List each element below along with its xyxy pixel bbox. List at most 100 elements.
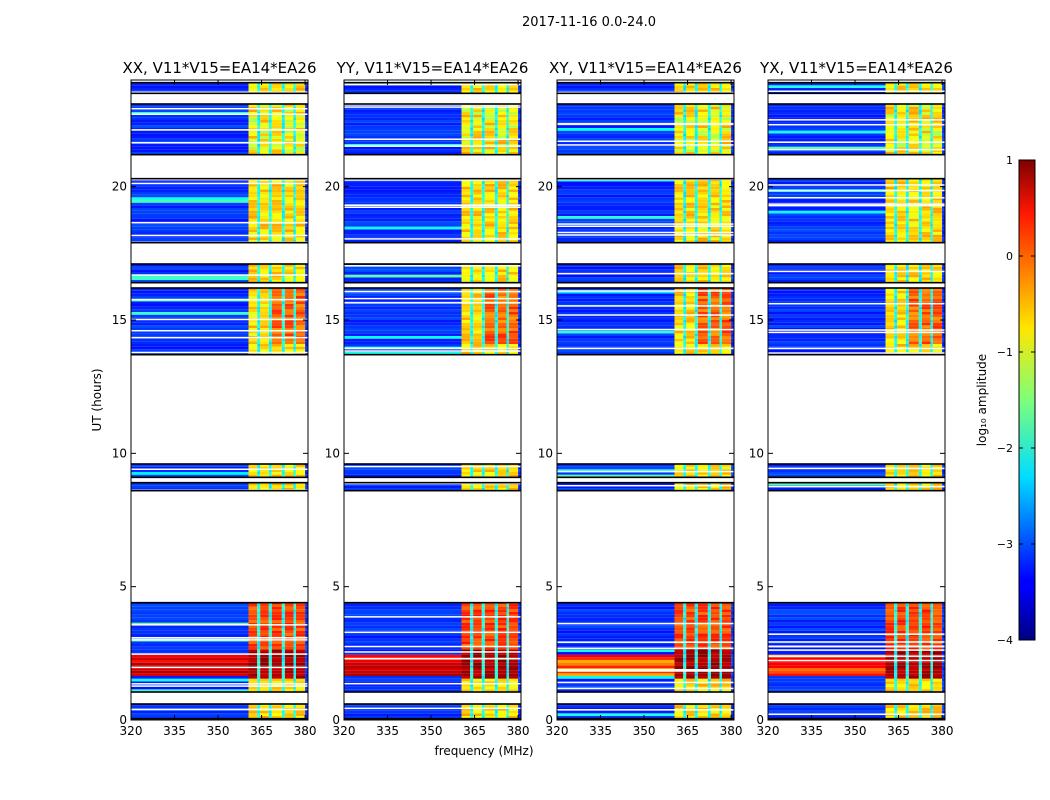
flagged-row bbox=[344, 682, 521, 685]
heatmap-cell bbox=[506, 224, 509, 227]
heatmap-cell bbox=[506, 197, 509, 200]
heatmap-cell bbox=[506, 293, 509, 296]
heatmap-cell bbox=[697, 652, 708, 655]
heatmap-cell bbox=[473, 665, 482, 668]
heatmap-cell bbox=[721, 88, 732, 91]
heatmap-cell bbox=[484, 90, 495, 94]
heatmap-cell bbox=[518, 130, 521, 134]
heatmap-cell bbox=[694, 237, 698, 240]
heatmap-cell bbox=[281, 189, 285, 192]
heatmap-cell bbox=[885, 686, 895, 690]
heatmap-cell bbox=[506, 654, 509, 658]
heatmap-cell bbox=[683, 296, 687, 299]
heatmap-cell bbox=[484, 686, 495, 690]
flagged-row bbox=[131, 113, 308, 115]
heatmap-cell bbox=[271, 466, 282, 470]
heatmap-cell bbox=[305, 705, 308, 708]
heatmap-cell bbox=[295, 186, 306, 190]
heatmap-cell bbox=[271, 346, 282, 350]
heatmap-cell bbox=[271, 678, 282, 682]
heatmap-cell bbox=[518, 617, 521, 620]
heatmap-cell bbox=[494, 133, 498, 136]
heatmap-cell bbox=[557, 705, 675, 708]
heatmap-cell bbox=[293, 269, 296, 272]
heatmap-cell bbox=[248, 681, 258, 684]
heatmap-cell bbox=[557, 617, 675, 620]
heatmap-cell bbox=[268, 266, 272, 270]
heatmap-cell bbox=[674, 85, 684, 88]
heatmap-cell bbox=[508, 136, 519, 139]
heatmap-cell bbox=[497, 620, 507, 623]
heatmap-cell bbox=[557, 106, 675, 110]
heatmap-cell bbox=[344, 314, 462, 318]
heatmap-cell bbox=[694, 466, 698, 470]
flagged-row bbox=[131, 468, 308, 471]
heatmap-cell bbox=[674, 301, 684, 304]
heatmap-cell bbox=[494, 304, 498, 307]
heatmap-cell bbox=[508, 668, 519, 671]
heatmap-cell bbox=[894, 684, 898, 687]
segment-edge bbox=[131, 263, 308, 265]
heatmap-cell bbox=[697, 290, 708, 294]
heatmap-cell bbox=[506, 628, 509, 631]
heatmap-cell bbox=[281, 320, 285, 323]
heatmap-cell bbox=[942, 609, 945, 612]
heatmap-cell bbox=[284, 322, 294, 326]
segment-edge bbox=[557, 263, 734, 265]
heatmap-cell bbox=[721, 146, 732, 150]
heatmap-cell bbox=[686, 184, 695, 187]
heatmap-cell bbox=[506, 288, 509, 291]
heatmap-cell bbox=[484, 485, 495, 488]
heatmap-cell bbox=[721, 472, 732, 475]
heatmap-cell bbox=[694, 628, 698, 631]
heatmap-cell bbox=[494, 464, 498, 467]
heatmap-cell bbox=[281, 218, 285, 222]
heatmap-cell bbox=[284, 197, 294, 200]
heatmap-cell bbox=[284, 269, 294, 272]
heatmap-cell bbox=[131, 138, 249, 142]
heatmap-cell bbox=[268, 322, 272, 326]
heatmap-cell bbox=[721, 229, 732, 232]
heatmap-cell bbox=[271, 288, 282, 291]
heatmap-cell bbox=[295, 614, 306, 618]
heatmap-cell bbox=[281, 277, 285, 280]
heatmap-cell bbox=[494, 638, 498, 642]
heatmap-cell bbox=[305, 341, 308, 344]
heatmap-cell bbox=[731, 670, 734, 674]
heatmap-cell bbox=[719, 184, 722, 187]
heatmap-cell bbox=[305, 346, 308, 350]
heatmap-cell bbox=[710, 673, 720, 676]
heatmap-cell bbox=[257, 330, 261, 334]
heatmap-cell bbox=[508, 673, 519, 676]
heatmap-cell bbox=[295, 208, 306, 211]
heatmap-cell bbox=[697, 138, 708, 142]
heatmap-cell bbox=[506, 466, 509, 470]
heatmap-cell bbox=[494, 266, 498, 270]
heatmap-cell bbox=[557, 464, 675, 467]
heatmap-cell bbox=[461, 274, 471, 278]
heatmap-cell bbox=[260, 314, 269, 318]
heatmap-cell bbox=[344, 125, 462, 128]
heatmap-cell bbox=[686, 234, 695, 238]
heatmap-cell bbox=[295, 88, 306, 91]
heatmap-cell bbox=[497, 649, 507, 652]
heatmap-cell bbox=[707, 152, 711, 155]
heatmap-cell bbox=[293, 205, 296, 208]
heatmap-cell bbox=[131, 464, 249, 467]
segment-edge bbox=[768, 691, 945, 693]
heatmap-cell bbox=[470, 472, 474, 475]
heatmap-cell bbox=[508, 109, 519, 112]
heatmap-cell bbox=[461, 136, 471, 139]
heatmap-cell bbox=[461, 184, 471, 187]
segment-edge bbox=[131, 81, 308, 84]
heatmap-cell bbox=[674, 485, 684, 488]
heatmap-cell bbox=[674, 325, 684, 328]
heatmap-cell bbox=[284, 117, 294, 120]
heatmap-cell bbox=[885, 625, 895, 628]
heatmap-cell bbox=[481, 272, 485, 275]
heatmap-cell bbox=[257, 120, 261, 123]
heatmap-cell bbox=[473, 705, 482, 708]
heatmap-cell bbox=[248, 240, 258, 243]
heatmap-cell bbox=[905, 628, 909, 631]
heatmap-cell bbox=[281, 226, 285, 230]
